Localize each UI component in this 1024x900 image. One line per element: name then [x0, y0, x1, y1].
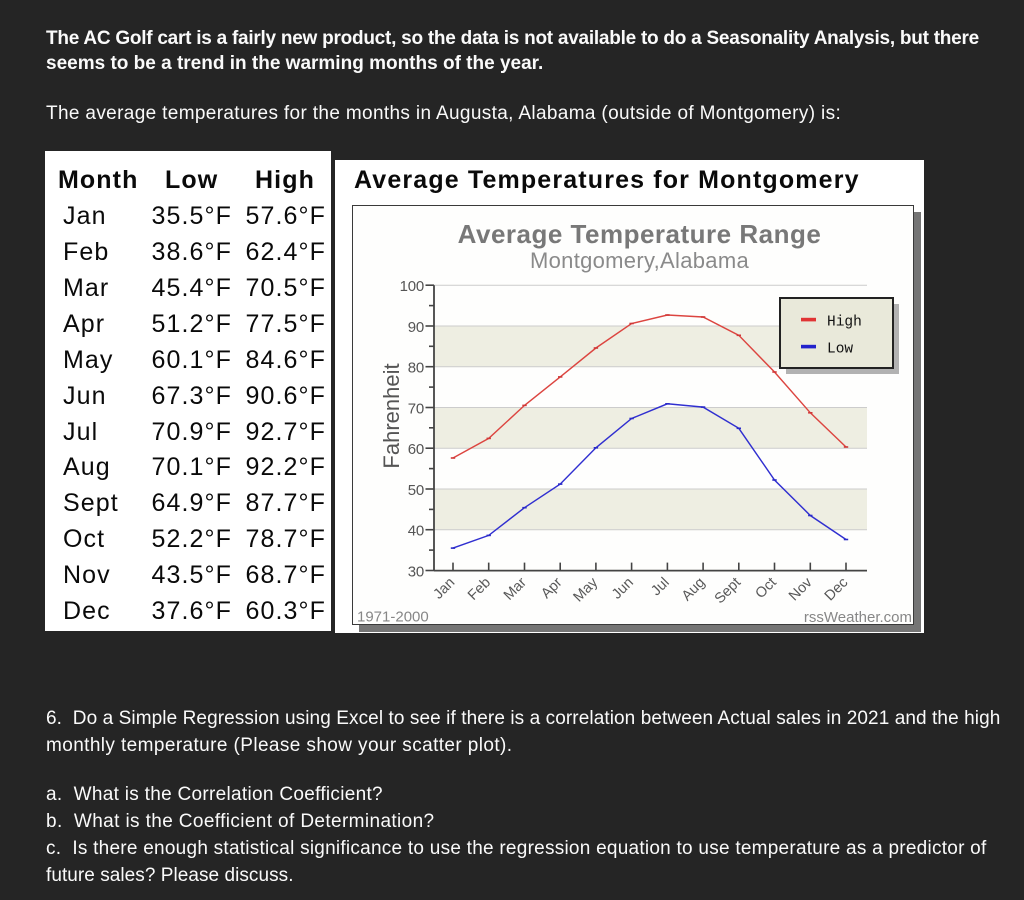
- svg-text:High: High: [827, 315, 862, 331]
- svg-text:30: 30: [408, 564, 424, 581]
- svg-text:Apr: Apr: [538, 575, 565, 602]
- svg-text:100: 100: [400, 278, 424, 295]
- svg-text:Feb: Feb: [465, 575, 494, 604]
- svg-text:Sept: Sept: [712, 575, 744, 607]
- svg-text:60: 60: [408, 441, 424, 458]
- svg-text:Average Temperature Range: Average Temperature Range: [458, 219, 822, 249]
- svg-text:May: May: [571, 574, 602, 605]
- svg-text:80: 80: [408, 360, 424, 377]
- svg-text:1971-2000: 1971-2000: [357, 609, 429, 625]
- svg-text:Jun: Jun: [609, 575, 637, 603]
- svg-text:40: 40: [408, 523, 424, 540]
- svg-text:Fahrenheit: Fahrenheit: [379, 363, 404, 468]
- svg-text:70: 70: [408, 401, 424, 418]
- svg-text:Jul: Jul: [648, 575, 672, 599]
- svg-text:Nov: Nov: [786, 574, 816, 604]
- svg-text:Jan: Jan: [430, 575, 458, 603]
- svg-text:Aug: Aug: [679, 575, 709, 605]
- svg-text:90: 90: [408, 319, 424, 336]
- svg-text:rssWeather.com: rssWeather.com: [804, 609, 912, 624]
- svg-text:Montgomery,Alabama: Montgomery,Alabama: [530, 248, 749, 273]
- svg-text:Dec: Dec: [822, 575, 852, 605]
- svg-text:50: 50: [408, 482, 424, 499]
- svg-text:Low: Low: [827, 342, 853, 358]
- svg-text:Oct: Oct: [753, 575, 780, 602]
- svg-text:Mar: Mar: [501, 575, 530, 604]
